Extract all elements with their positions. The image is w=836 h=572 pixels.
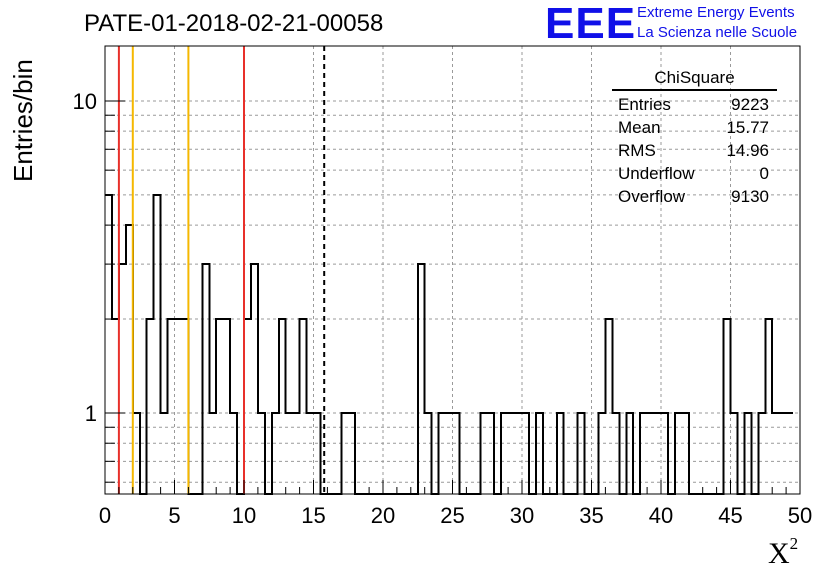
y-tick-label: 1 <box>85 401 97 426</box>
x-tick-label: 35 <box>579 503 603 528</box>
stats-label-rms: RMS <box>618 141 656 160</box>
logo-line-2: La Scienza nelle Scuole <box>637 24 798 41</box>
x-tick-label: 45 <box>718 503 742 528</box>
x-tick-label: 15 <box>301 503 325 528</box>
histogram-title: PATE-01-2018-02-21-00058 <box>84 10 384 37</box>
histogram-outline <box>105 193 794 495</box>
x-tick-label: 40 <box>649 503 673 528</box>
stats-value-entries: 9223 <box>731 95 769 114</box>
stats-value-underflow: 0 <box>760 164 769 183</box>
stats-label-underflow: Underflow <box>618 164 695 183</box>
x-tick-label: 0 <box>99 503 111 528</box>
stats-label-entries: Entries <box>618 95 671 114</box>
stats-value-overflow: 9130 <box>731 187 769 206</box>
stats-value-rms: 14.96 <box>726 141 769 160</box>
stats-value-mean: 15.77 <box>726 118 769 137</box>
y-tick-label: 10 <box>73 89 97 114</box>
x-tick-label: 5 <box>168 503 180 528</box>
stats-box-name: ChiSquare <box>654 68 734 87</box>
x-tick-label: 10 <box>232 503 256 528</box>
x-tick-label: 50 <box>788 503 812 528</box>
x-tick-label: 30 <box>510 503 534 528</box>
logo-line-1: Extreme Energy Events <box>637 4 795 21</box>
x-axis-title: X2 <box>768 534 799 570</box>
x-tick-label: 25 <box>440 503 464 528</box>
eee-logo-mark: EEE <box>545 0 637 48</box>
stats-label-overflow: Overflow <box>618 187 686 206</box>
x-tick-label: 20 <box>371 503 395 528</box>
stats-label-mean: Mean <box>618 118 661 137</box>
